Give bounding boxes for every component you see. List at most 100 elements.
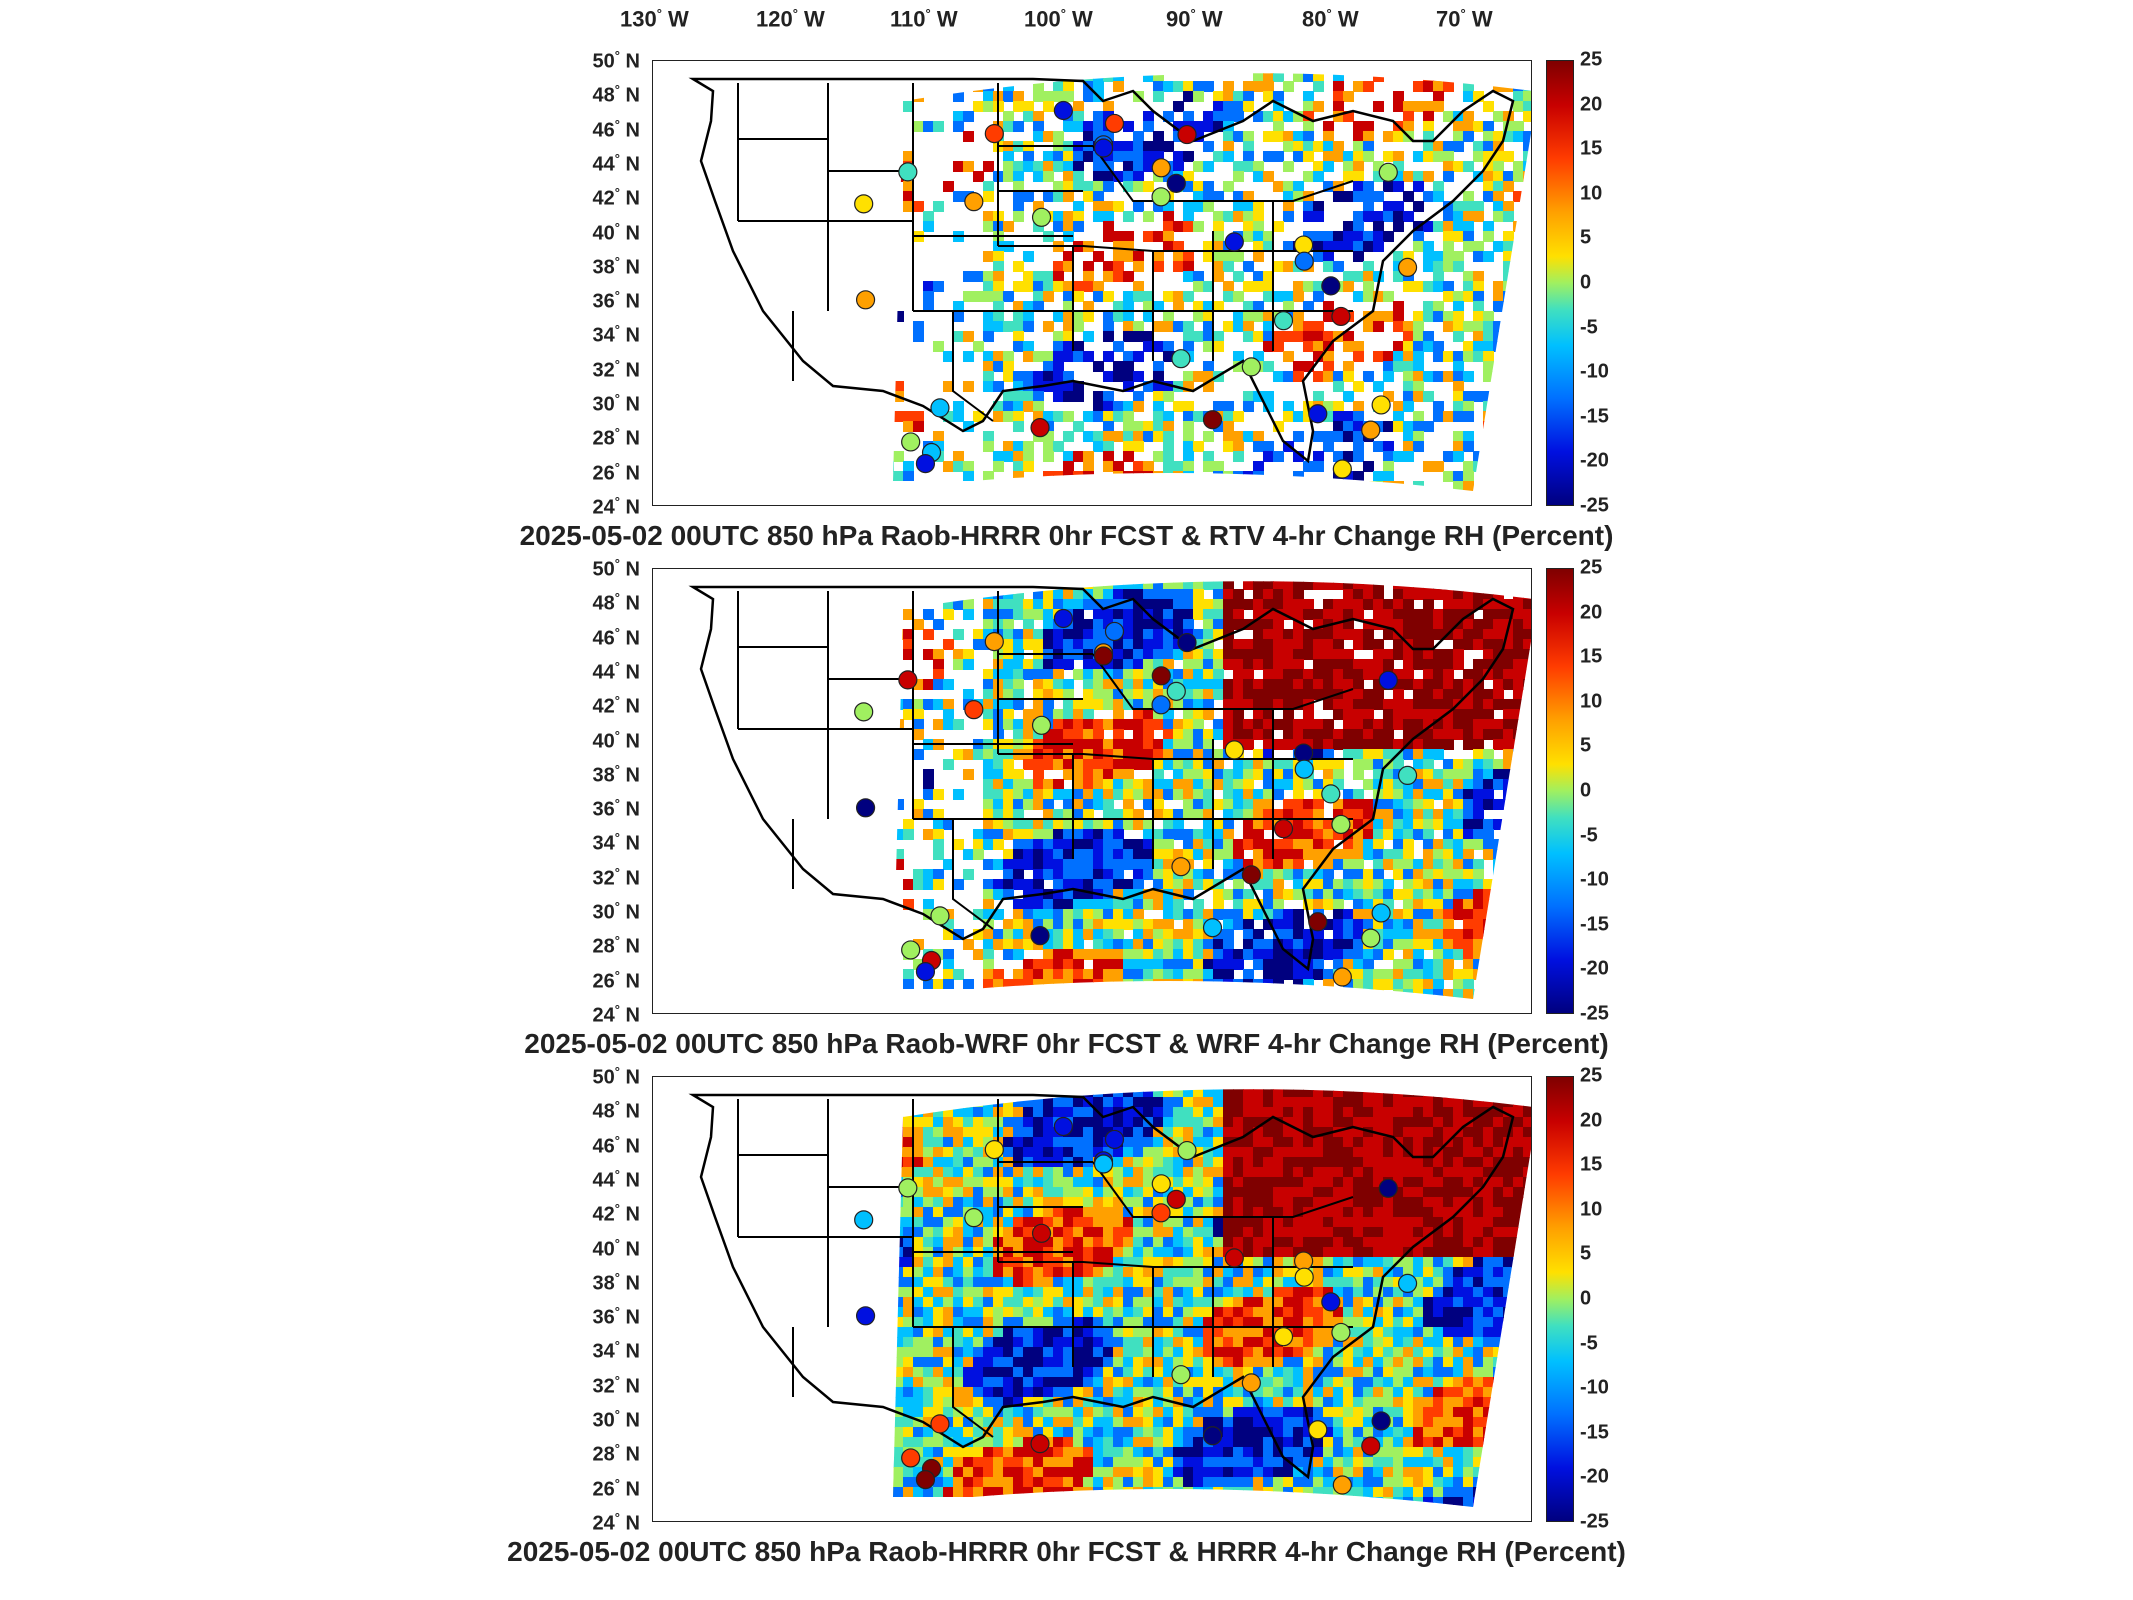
raob-station-marker (915, 453, 936, 474)
lon-label: 90° W (1166, 6, 1223, 32)
lat-label: 28° N (592, 1441, 640, 1467)
lat-label: 28° N (592, 425, 640, 451)
colorbar-tick-label: 25 (1580, 1064, 1603, 1087)
lat-label: 50° N (592, 556, 640, 581)
raob-station-marker (1202, 918, 1223, 938)
raob-station-marker (1294, 251, 1314, 271)
colorbar-tick-label: 20 (1580, 601, 1603, 624)
colorbar-ticks: 25 20 15 10 5 0 -5 -10 -15 -20 -25 (1580, 1065, 1640, 1533)
raob-station-marker (1378, 162, 1398, 182)
lat-label: 40° N (592, 219, 640, 245)
raob-station-marker (930, 398, 950, 418)
colorbar-tick-label: 20 (1580, 93, 1603, 116)
raob-station-marker (930, 1414, 950, 1434)
raob-station-marker (1151, 1203, 1171, 1223)
raob-station-marker (1177, 632, 1197, 653)
raob-station-marker (1104, 621, 1125, 642)
raob-station-marker (984, 632, 1004, 652)
raob-station-marker (1171, 349, 1191, 369)
colorbar-tick-label: -25 (1580, 494, 1609, 517)
raob-station-marker (1053, 100, 1073, 121)
colorbar-tick-label: 15 (1580, 137, 1603, 160)
lat-label: 48° N (592, 1098, 640, 1123)
raob-station-marker (1397, 257, 1418, 278)
lat-label: 50° N (592, 48, 640, 73)
latitude-axis: 50° N 48° N 46° N 44° N 42° N 40° N 38° N 36° N… (560, 556, 652, 1027)
rh-change-map (688, 581, 1531, 999)
latitude-axis: 50° N 48° N 46° N 44° N 42° N 40° N 38° N 36° N… (560, 48, 652, 519)
raob-station-marker (1202, 410, 1223, 430)
raob-station-marker (1294, 743, 1314, 763)
lat-label: 48° N (592, 590, 640, 615)
colorbar-tick-label: 15 (1580, 1153, 1603, 1176)
raob-station-marker (1308, 912, 1328, 932)
colorbar-tick-label: 5 (1580, 226, 1592, 249)
colorbar-tick-label: 25 (1580, 556, 1603, 579)
colorbar-tick-label: -20 (1580, 957, 1609, 980)
colorbar-tick-label: -15 (1580, 1421, 1609, 1444)
colorbar-tick-label: 25 (1580, 48, 1603, 71)
colorbar-tick-label: -10 (1580, 868, 1609, 891)
lat-label: 24° N (592, 494, 640, 519)
lat-label: 38° N (592, 253, 640, 279)
raob-station-marker (855, 290, 876, 310)
raob-station-marker (1171, 1365, 1191, 1385)
colorbar-tick-label: -25 (1580, 1510, 1609, 1533)
raob-station-marker (1151, 1174, 1171, 1194)
lat-label: 44° N (592, 658, 640, 684)
raob-station-marker (1331, 814, 1351, 835)
lat-label: 34° N (592, 830, 640, 856)
raob-station-marker (1371, 1411, 1391, 1431)
raob-station-marker (1331, 1322, 1351, 1343)
lat-label: 42° N (592, 1201, 640, 1226)
lat-label: 40° N (592, 1235, 640, 1261)
raob-station-marker (964, 1208, 984, 1228)
raob-station-marker (1321, 784, 1341, 804)
lat-label: 42° N (592, 693, 640, 718)
lat-label: 38° N (592, 1269, 640, 1295)
raob-station-marker (1332, 967, 1352, 987)
colorbar-tick-label: 0 (1580, 271, 1592, 294)
lat-label: 32° N (592, 864, 640, 890)
raob-station-marker (1273, 1327, 1294, 1347)
raob-station-marker (1361, 928, 1381, 948)
colorbar (1546, 60, 1574, 506)
colorbar-tick-label: 10 (1580, 1198, 1603, 1221)
raob-station-marker (915, 961, 936, 982)
raob-station-marker (1308, 1420, 1328, 1440)
raob-station-marker (1371, 395, 1391, 415)
raob-station-marker (915, 1469, 936, 1490)
raob-station-marker (1177, 1140, 1197, 1161)
raob-station-marker (1171, 857, 1191, 877)
raob-station-marker (1031, 1223, 1052, 1243)
raob-station-marker (964, 700, 984, 720)
map-area (652, 60, 1532, 506)
raob-station-marker (1331, 306, 1351, 327)
map-area (652, 568, 1532, 1014)
raob-station-marker (1202, 1426, 1223, 1446)
lat-label: 44° N (592, 1166, 640, 1192)
lat-label: 42° N (592, 185, 640, 210)
lat-label: 32° N (592, 356, 640, 382)
raob-station-marker (1332, 1475, 1352, 1495)
lat-label: 32° N (592, 1372, 640, 1398)
lat-label: 30° N (592, 391, 640, 416)
colorbar-tick-label: -5 (1580, 1332, 1598, 1355)
panel-title: 2025-05-02 00UTC 850 hPa Raob-HRRR 0hr F… (507, 1536, 1626, 1567)
colorbar (1546, 1076, 1574, 1522)
raob-station-marker (854, 702, 874, 722)
state-boundaries (688, 77, 1515, 464)
lat-label: 26° N (592, 459, 640, 485)
rh-change-map (688, 1089, 1531, 1507)
raob-station-marker (1151, 187, 1171, 207)
raob-station-marker (1361, 1436, 1381, 1456)
longitude-axis: 130° W 120° W 110° W 100° W 90° W 80° W … (0, 0, 2133, 40)
raob-station-marker (1294, 1267, 1314, 1287)
raob-station-marker (901, 432, 921, 452)
raob-station-marker (898, 670, 918, 690)
raob-station-marker (1104, 1129, 1125, 1150)
raob-station-marker (1093, 138, 1114, 158)
lat-label: 46° N (592, 116, 640, 142)
lat-label: 46° N (592, 624, 640, 650)
raob-station-marker (1031, 207, 1052, 227)
